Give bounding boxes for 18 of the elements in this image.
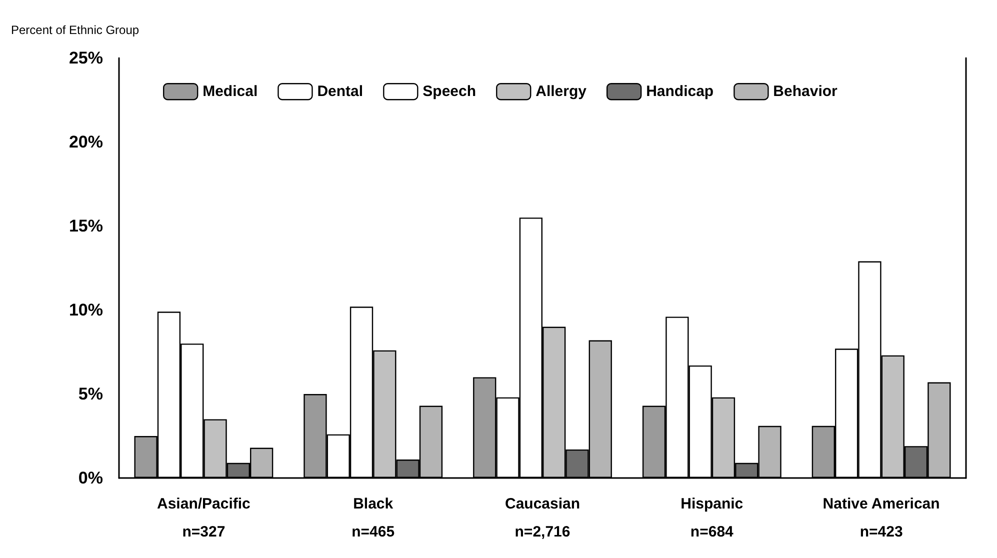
- y-tick-label: 5%: [78, 384, 103, 404]
- legend-label: Dental: [317, 83, 364, 100]
- legend-label: Speech: [422, 83, 476, 100]
- x-tick-label: Black n=465: [352, 496, 395, 540]
- y-tick-label: 15%: [68, 216, 103, 236]
- legend-label: Handicap: [646, 83, 714, 100]
- x-tick-label: Asian/Pacific n=327: [157, 496, 250, 540]
- y-tick-label: 10%: [68, 300, 103, 320]
- y-axis-title: Percent of Ethnic Group: [11, 23, 140, 37]
- legend-label: Behavior: [773, 83, 838, 100]
- x-tick-label: Hispanic n=684: [680, 496, 744, 540]
- y-tick-label: 25%: [68, 48, 103, 68]
- y-tick-label: 0%: [78, 468, 103, 488]
- x-tick-label: Caucasian n=2,716: [504, 496, 580, 540]
- legend-label: Allergy: [536, 83, 588, 100]
- legend-label: Medical: [202, 83, 258, 100]
- y-tick-label: 20%: [68, 132, 103, 152]
- x-tick-label: Native American n=423: [822, 496, 940, 540]
